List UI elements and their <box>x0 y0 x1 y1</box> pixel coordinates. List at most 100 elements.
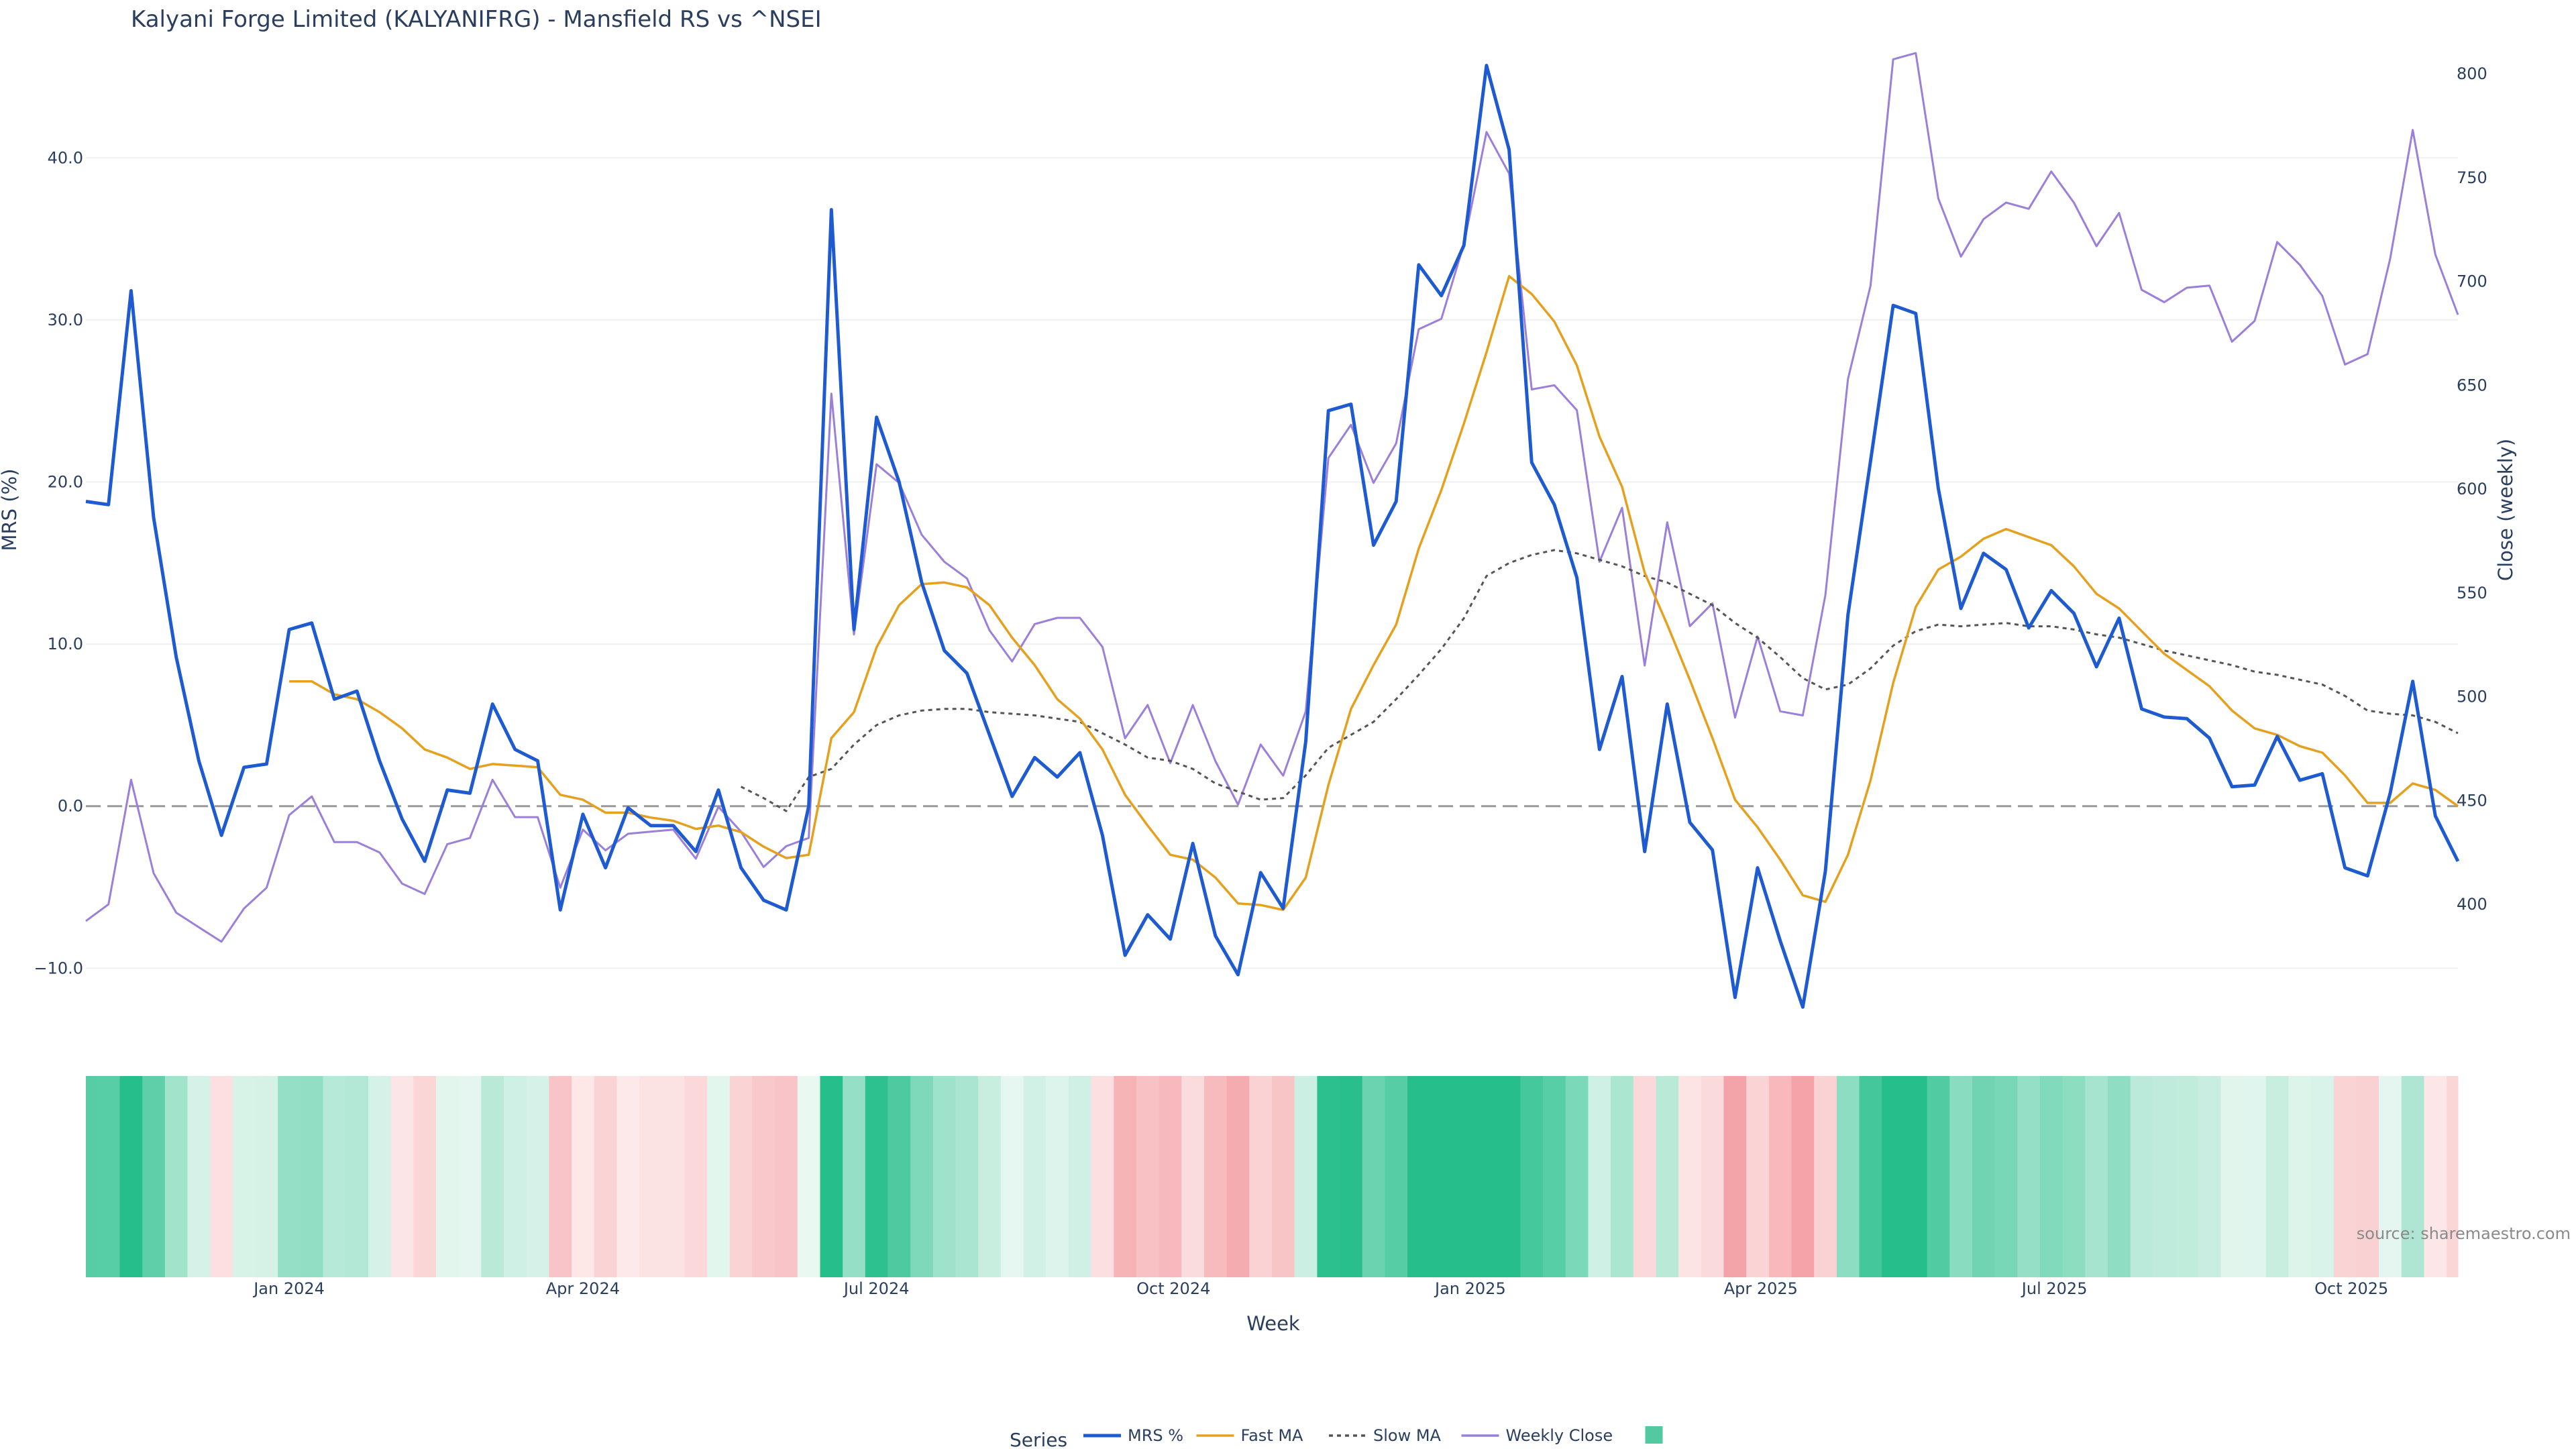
heat-cell <box>1159 1076 1182 1277</box>
y-tick-label: 40.0 <box>48 148 83 167</box>
y2-tick-label: 500 <box>2457 688 2487 706</box>
heat-cell <box>345 1076 369 1277</box>
heat-cell <box>1362 1076 1385 1277</box>
heat-cell <box>255 1076 278 1277</box>
heat-cell <box>2379 1076 2402 1277</box>
heat-cell <box>616 1076 640 1277</box>
heat-cell <box>820 1076 843 1277</box>
heat-cell <box>481 1076 504 1277</box>
heat-cell <box>164 1076 189 1277</box>
heat-cell <box>2220 1076 2244 1277</box>
heat-cell <box>2040 1076 2063 1277</box>
heat-cell <box>210 1076 233 1277</box>
heat-cell <box>1768 1076 1792 1277</box>
heat-cell <box>119 1076 143 1277</box>
heat-cell <box>1204 1076 1228 1277</box>
y2-tick-label: 450 <box>2457 791 2487 810</box>
chart-title: Kalyani Forge Limited (KALYANIFRG) - Man… <box>131 6 822 33</box>
y2-tick-label: 650 <box>2457 376 2487 394</box>
legend-title: Series <box>1010 1429 1067 1449</box>
heat-cell <box>2153 1076 2176 1277</box>
heat-cell <box>1181 1076 1205 1277</box>
heat-cell <box>1814 1076 1837 1277</box>
y2-tick-label: 750 <box>2457 168 2487 187</box>
heat-cell <box>1294 1076 1318 1277</box>
series-line-slow-ma <box>740 549 2459 812</box>
heat-cell <box>2333 1076 2357 1277</box>
heat-cell <box>1543 1076 1566 1277</box>
heat-cell <box>504 1076 527 1277</box>
heat-cell <box>978 1076 1002 1277</box>
heat-cell <box>1068 1076 1092 1277</box>
heat-cell <box>752 1076 775 1277</box>
heat-cell <box>2424 1076 2447 1277</box>
heat-cell <box>2288 1076 2312 1277</box>
x-axis-title: Week <box>1246 1312 1300 1335</box>
heat-cell <box>2108 1076 2131 1277</box>
legend-label: Fast MA <box>1241 1426 1304 1445</box>
y2-tick-label: 550 <box>2457 584 2487 602</box>
heat-cell <box>436 1076 460 1277</box>
heat-cell <box>2243 1076 2267 1277</box>
heat-cell <box>413 1076 437 1277</box>
heat-cell <box>661 1076 685 1277</box>
heat-cell <box>278 1076 301 1277</box>
heat-cell <box>684 1076 708 1277</box>
legend[interactable]: Series MRS % Fast MA Slow MA Weekly Close <box>1010 1426 1663 1449</box>
heat-cell <box>572 1076 595 1277</box>
x-tick-label: Jul 2024 <box>843 1279 910 1298</box>
y-tick-label: 10.0 <box>48 635 83 653</box>
heat-cell <box>932 1076 957 1277</box>
y2-tick-label: 400 <box>2457 895 2487 914</box>
heat-cell <box>1723 1076 1747 1277</box>
heat-cell <box>2017 1076 2041 1277</box>
x-tick-label: Apr 2025 <box>1724 1279 1798 1298</box>
heat-cell <box>1385 1076 1408 1277</box>
heat-cell <box>1882 1076 1905 1277</box>
heat-cell <box>1430 1076 1453 1277</box>
heat-cell <box>2401 1076 2425 1277</box>
heat-cell <box>797 1076 821 1277</box>
heat-cell <box>888 1076 911 1277</box>
heat-cell <box>323 1076 346 1277</box>
legend-label: MRS % <box>1128 1426 1183 1445</box>
heat-cell <box>843 1076 866 1277</box>
heat-cell <box>1791 1076 1815 1277</box>
x-tick-label: Oct 2024 <box>1136 1279 1210 1298</box>
heat-cell <box>2062 1076 2086 1277</box>
heat-cell <box>142 1076 166 1277</box>
x-tick-label: Apr 2024 <box>546 1279 620 1298</box>
heat-cell <box>1994 1076 2018 1277</box>
heat-cell <box>2265 1076 2290 1277</box>
heat-cell <box>2311 1076 2334 1277</box>
heat-cell <box>1475 1076 1499 1277</box>
heat-cell <box>1091 1076 1114 1277</box>
heat-cell <box>865 1076 889 1277</box>
heat-cell <box>300 1076 324 1277</box>
heat-cell <box>2198 1076 2221 1277</box>
y-axis-tick-labels: −10.0 0.0 10.0 20.0 30.0 40.0 <box>34 148 83 977</box>
heat-cell <box>2356 1076 2379 1277</box>
legend-swatch-heat <box>1645 1426 1663 1444</box>
heat-cell <box>707 1076 731 1277</box>
heat-cell <box>390 1076 414 1277</box>
heat-cell <box>97 1076 121 1277</box>
x-tick-label: Jul 2025 <box>2021 1279 2088 1298</box>
series-lines <box>85 52 2460 1009</box>
heat-cell <box>2176 1076 2199 1277</box>
series-line-mrs <box>85 64 2460 1009</box>
heat-cell <box>1633 1076 1657 1277</box>
heat-cell <box>368 1076 392 1277</box>
heat-cell <box>1272 1076 1295 1277</box>
x-tick-label: Jan 2025 <box>1434 1279 1506 1298</box>
series-line-close <box>85 52 2459 943</box>
y-tick-label: 0.0 <box>58 797 83 816</box>
y-tick-label: 30.0 <box>48 311 83 329</box>
heat-cell <box>1520 1076 1544 1277</box>
heat-cell <box>639 1076 663 1277</box>
heat-cell <box>187 1076 211 1277</box>
heat-cell <box>1136 1076 1160 1277</box>
heat-cell <box>86 1076 98 1277</box>
heat-cell <box>1701 1076 1725 1277</box>
